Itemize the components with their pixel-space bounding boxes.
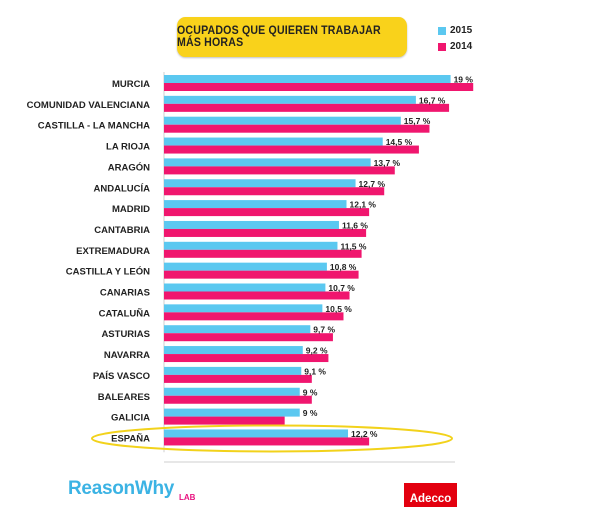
bar-2015-cataluna — [164, 304, 323, 313]
bar-2014-andalucia — [164, 187, 385, 196]
bar-2015-canarias — [164, 283, 326, 292]
bar-2014-espana — [164, 437, 370, 446]
value-label-2015-andalucia: 12,7 % — [359, 179, 386, 189]
category-label-andalucia: ANDALUCÍA — [94, 183, 151, 194]
bar-2014-extremadura — [164, 249, 362, 258]
legend-item-2014: 2014 — [438, 41, 472, 52]
bar-2014-cantabria — [164, 228, 367, 237]
bar-2015-pais-vasco — [164, 366, 302, 375]
adecco-logo: Adecco — [404, 483, 457, 507]
value-label-2015-espana: 12,2 % — [351, 429, 378, 439]
legend-item-2015: 2015 — [438, 25, 472, 36]
bar-2014-aragon — [164, 166, 395, 175]
category-label-extremadura: EXTREMADURA — [76, 246, 150, 257]
category-label-canarias: CANARIAS — [100, 288, 150, 299]
legend-label-2015: 2015 — [450, 25, 473, 36]
bar-2015-andalucia — [164, 179, 356, 188]
bar-2014-cataluna — [164, 312, 344, 321]
bar-2014-comunidad-valenciana — [164, 103, 450, 112]
category-label-la-rioja: LA RIOJA — [106, 142, 150, 153]
category-label-aragon: ARAGÓN — [108, 161, 150, 173]
category-label-cataluna: CATALUÑA — [99, 308, 150, 319]
highlight-ellipse-espana — [91, 424, 453, 453]
category-label-castilla-la-mancha: CASTILLA - LA MANCHA — [38, 121, 150, 132]
bar-2014-castilla-y-leon — [164, 270, 359, 279]
bar-2014-baleares — [164, 395, 312, 404]
bar-2015-espana — [164, 429, 349, 438]
category-label-pais-vasco: PAÍS VASCO — [93, 371, 150, 382]
category-label-galicia: GALICIA — [111, 413, 150, 424]
bar-2014-castilla-la-mancha — [164, 124, 430, 133]
category-label-castilla-y-leon: CASTILLA Y LEÓN — [66, 266, 150, 278]
bar-2015-comunidad-valenciana — [164, 95, 416, 104]
bar-2014-canarias — [164, 291, 350, 300]
bar-2015-galicia — [164, 408, 300, 417]
category-label-navarra: NAVARRA — [104, 350, 150, 361]
value-label-2015-cantabria: 11,6 % — [342, 220, 368, 230]
value-label-2015-galicia: 9 % — [303, 408, 318, 418]
value-label-2015-la-rioja: 14,5 % — [386, 137, 413, 147]
bar-2015-castilla-y-leon — [164, 262, 327, 271]
bar-2014-galicia — [164, 416, 285, 425]
bar-2014-madrid — [164, 208, 370, 217]
value-label-2015-murcia: 19 % — [454, 75, 474, 85]
legend-label-2014: 2014 — [450, 41, 473, 52]
legend-swatch-2015 — [438, 26, 446, 35]
bar-2015-castilla-la-mancha — [164, 116, 401, 125]
value-label-2015-canarias: 10,7 % — [328, 283, 355, 293]
bar-2015-extremadura — [164, 241, 338, 250]
category-label-comunidad-valenciana: COMUNIDAD VALENCIANA — [27, 100, 150, 111]
chart-title: OCUPADOS QUE QUIEREN TRABAJAR MÁS HORAS — [177, 17, 407, 57]
category-label-baleares: BALEARES — [98, 392, 150, 403]
bar-2015-murcia — [164, 75, 451, 83]
bar-2015-asturias — [164, 325, 311, 334]
bar-2014-la-rioja — [164, 145, 419, 154]
category-label-murcia: MURCIA — [112, 79, 150, 90]
legend-swatch-2014 — [438, 42, 446, 51]
value-label-2015-castilla-y-leon: 10,8 % — [330, 262, 357, 272]
value-label-2015-navarra: 9,2 % — [306, 346, 328, 356]
value-label-2015-cataluna: 10,5 % — [325, 304, 352, 314]
value-label-2015-baleares: 9 % — [303, 387, 318, 397]
category-label-asturias: ASTURIAS — [101, 329, 150, 340]
bar-2015-cantabria — [164, 220, 339, 229]
value-label-2015-comunidad-valenciana: 16,7 % — [419, 95, 446, 105]
value-label-2015-castilla-la-mancha: 15,7 % — [404, 116, 431, 126]
bar-2015-aragon — [164, 158, 371, 167]
value-label-2015-asturias: 9,7 % — [313, 325, 335, 335]
reasonwhy-lab-suffix: LAB — [179, 493, 196, 502]
value-label-2015-extremadura: 11,5 % — [340, 241, 366, 251]
bar-2015-baleares — [164, 387, 300, 396]
value-label-2015-madrid: 12,1 % — [350, 200, 377, 210]
value-label-2015-aragon: 13,7 % — [374, 158, 401, 168]
reasonwhy-logo: ReasonWhy — [68, 478, 175, 499]
value-label-2015-pais-vasco: 9,1 % — [304, 366, 326, 376]
category-label-espana: ESPAÑA — [111, 433, 150, 444]
bar-2015-navarra — [164, 346, 303, 355]
bar-2015-madrid — [164, 200, 347, 209]
bar-2014-pais-vasco — [164, 374, 312, 383]
bar-2015-la-rioja — [164, 137, 383, 146]
bar-2014-asturias — [164, 333, 333, 342]
category-label-cantabria: CANTABRIA — [94, 225, 150, 236]
bar-2014-murcia — [164, 83, 474, 91]
bar-2014-navarra — [164, 354, 329, 363]
category-label-madrid: MADRID — [112, 204, 150, 215]
